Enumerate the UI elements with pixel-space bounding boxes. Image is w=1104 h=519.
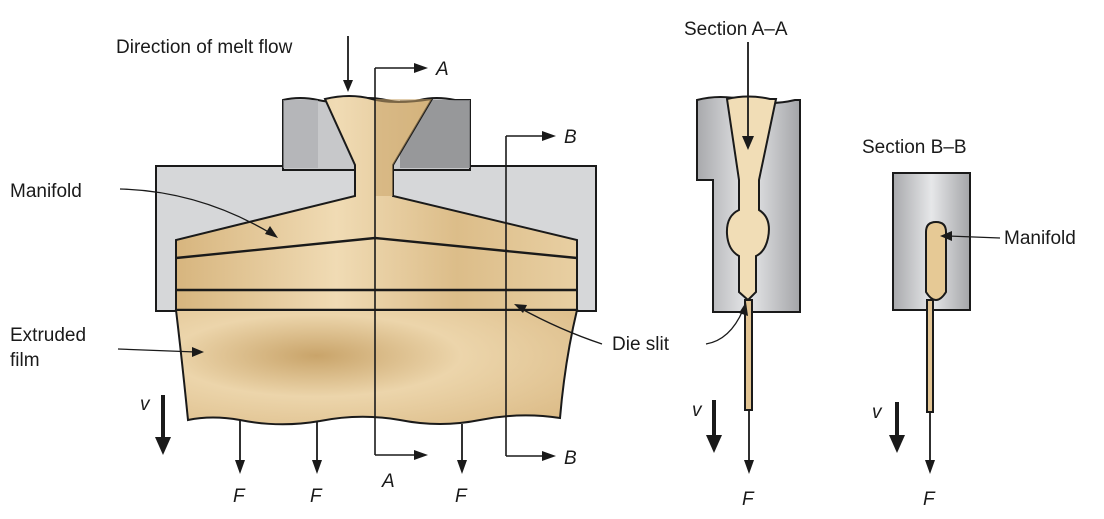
label-manifold-right: Manifold — [1004, 228, 1076, 249]
label-die-slit: Die slit — [612, 334, 670, 355]
extruded-film — [174, 309, 579, 426]
label-force-bb: F — [923, 489, 936, 510]
label-force-aa: F — [742, 489, 755, 510]
cut-b-bottom-arrowhead — [542, 451, 556, 461]
section-bb-view — [892, 172, 971, 413]
force-arrowhead-aa — [744, 460, 754, 474]
die-slit-leader-right — [705, 309, 744, 345]
label-section-bb: Section B–B — [862, 137, 967, 158]
label-velocity-bb: v — [872, 402, 883, 423]
velocity-arrowhead-aa — [706, 435, 722, 453]
label-velocity-main: v — [140, 394, 151, 415]
cut-a-bottom-arrowhead — [414, 450, 428, 460]
extruded-film-leader-head — [192, 347, 204, 357]
section-bb-film — [926, 299, 934, 413]
velocity-arrowhead-bb — [889, 435, 905, 453]
force-arrowhead-2 — [312, 460, 322, 474]
label-extruded: Extruded — [10, 325, 86, 346]
label-force-2: F — [310, 486, 323, 507]
label-direction-of-melt-flow: Direction of melt flow — [116, 37, 293, 58]
force-arrowhead-bb — [925, 460, 935, 474]
section-bb-manifold — [925, 220, 947, 302]
die-slit-leader-left — [519, 307, 603, 345]
manifold-leader — [119, 188, 273, 235]
label-cut-a-top: A — [435, 59, 449, 80]
label-force-1: F — [233, 486, 246, 507]
label-force-3: F — [455, 486, 468, 507]
manifold-right-leader — [947, 235, 1001, 239]
label-cut-a-bottom: A — [381, 471, 395, 492]
force-arrowhead-3 — [457, 460, 467, 474]
die-slit-leader-left-head — [514, 304, 527, 313]
main-die — [155, 68, 597, 456]
section-aa-flow-arrowhead — [742, 136, 754, 150]
label-cut-b-top: B — [564, 127, 577, 148]
section-aa-channel — [725, 95, 778, 302]
label-cut-b-bottom: B — [564, 448, 577, 469]
label-velocity-aa: v — [692, 400, 703, 421]
melt-flow-arrowhead — [343, 80, 353, 92]
cut-b-top-arrowhead — [542, 131, 556, 141]
manifold-right-leader-head — [940, 231, 952, 241]
die-slit-leader-right-head — [739, 302, 748, 316]
manifold-leader-head — [265, 226, 278, 238]
extruded-film-leader — [117, 348, 197, 353]
label-manifold: Manifold — [10, 181, 82, 202]
label-section-aa: Section A–A — [684, 19, 788, 40]
annotations — [117, 36, 1001, 474]
velocity-arrowhead-main — [155, 437, 171, 455]
section-aa-view — [696, 95, 801, 411]
label-film: film — [10, 350, 40, 371]
cut-a-top-arrowhead — [414, 63, 428, 73]
melt-channel-shade — [375, 99, 432, 196]
text-labels: Direction of melt flow Manifold Extruded… — [10, 19, 1076, 510]
die-inlet-shade-left — [283, 100, 318, 168]
force-arrowhead-1 — [235, 460, 245, 474]
section-aa-film — [744, 299, 753, 411]
